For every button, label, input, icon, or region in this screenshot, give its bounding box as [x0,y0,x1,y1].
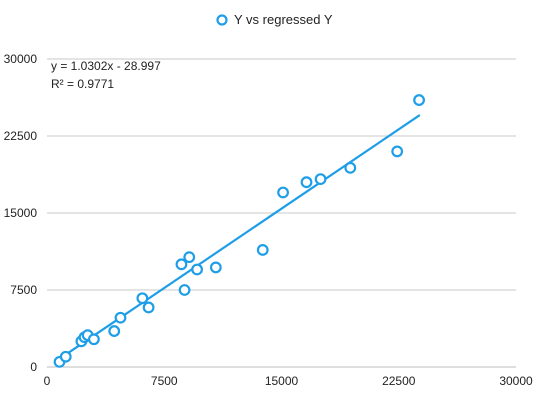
data-point-13 [191,263,203,276]
y-tick-label-1: 7500 [10,283,37,297]
data-point-15 [256,244,269,256]
y-tick-labels: 0 7500 15000 22500 30000 [4,52,38,374]
data-point-8 [136,292,149,305]
data-point-10 [175,258,188,271]
data-point-14 [209,261,222,274]
data-point-11 [178,284,191,296]
data-point-19 [344,161,357,174]
equation-label: y = 1.0302x - 28.997 [51,59,161,73]
data-point-17 [300,176,313,189]
x-tick-label-1: 7500 [151,374,178,388]
data-point-20 [391,145,404,158]
grid-lines [47,58,516,291]
data-point-18 [314,173,327,186]
legend: Y vs regressed Y [216,12,333,27]
data-point-9 [142,301,155,314]
data-point-21 [413,94,425,106]
x-tick-label-3: 22500 [382,374,416,388]
y-tick-label-0: 0 [30,360,37,374]
y-tick-label-4: 30000 [4,52,38,66]
y-tick-label-2: 15000 [4,206,38,220]
legend-label: Y vs regressed Y [234,12,333,27]
data-point-5 [87,333,100,346]
data-point-1 [59,350,72,363]
y-tick-label-3: 22500 [4,129,38,143]
trendline-group [58,114,421,360]
x-tick-label-0: 0 [44,374,51,388]
data-point-7 [114,311,127,324]
x-tick-labels: 0 7500 15000 22500 30000 [44,374,533,388]
x-tick-label-4: 30000 [499,374,533,388]
data-point-16 [277,186,289,199]
trendline-equation: y = 1.0302x - 28.997 R² = 0.9771 [51,59,161,91]
trendline [58,114,421,360]
data-points [53,94,425,368]
data-point-6 [108,325,121,337]
r-squared-label: R² = 0.9771 [51,77,114,91]
legend-marker [216,14,228,26]
x-tick-label-2: 15000 [265,374,299,388]
data-point-12 [183,251,196,264]
